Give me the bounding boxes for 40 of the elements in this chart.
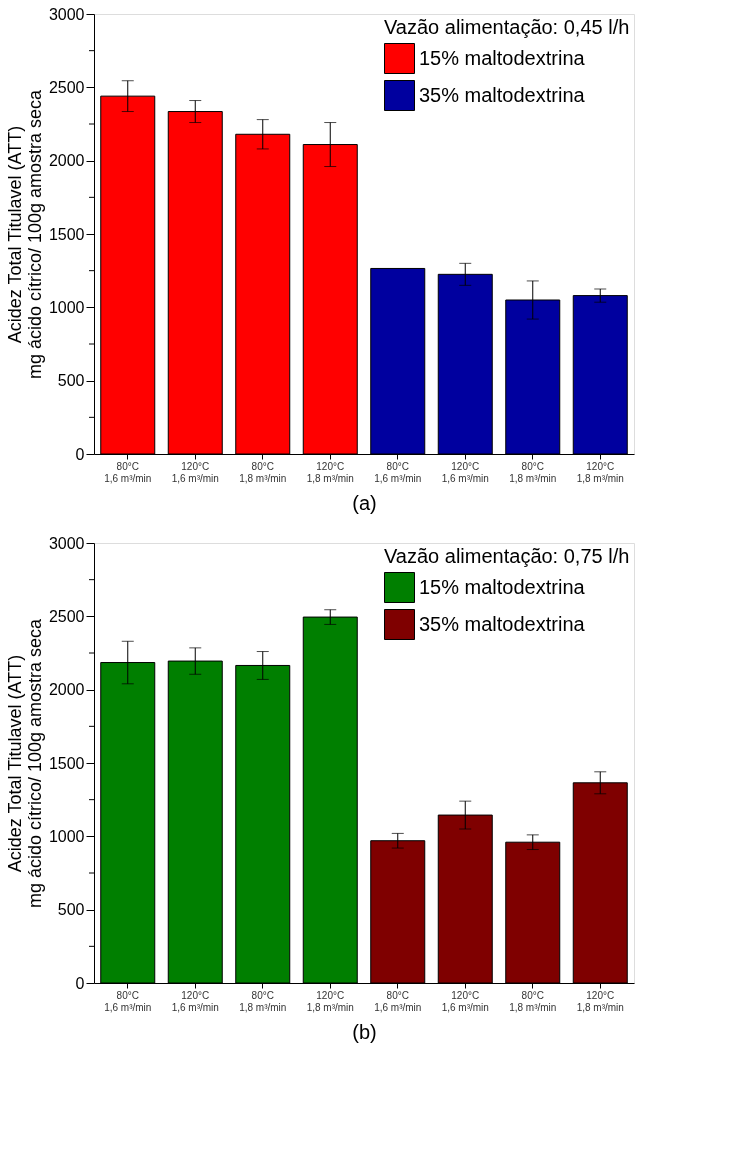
y-tick-label: 1000	[48, 827, 85, 845]
x-axis-title: (a)	[352, 491, 377, 514]
y-tick-label: 3000	[48, 534, 85, 552]
y-axis-title: Acidez Total Titulavel (ATT) mg ácido cítrico/ 100g amostra seca	[4, 88, 45, 380]
x-tick-label: 80°C 1,6 m³/min	[104, 989, 152, 1013]
y-tick-label: 1500	[48, 225, 85, 243]
x-tick-label: 80°C 1,8 m³/min	[509, 989, 557, 1013]
y-tick-label: 0	[75, 445, 85, 463]
y-tick-label: 0	[75, 974, 85, 992]
x-tick-label: 120°C 1,6 m³/min	[441, 989, 489, 1013]
y-tick-label: 500	[57, 372, 85, 390]
x-tick-label: 80°C 1,8 m³/min	[239, 460, 287, 484]
x-axis-title: (b)	[352, 1020, 377, 1043]
x-tick-label: 120°C 1,6 m³/min	[171, 460, 219, 484]
x-tick-label: 80°C 1,8 m³/min	[509, 460, 557, 484]
x-tick-label: 120°C 1,8 m³/min	[306, 460, 354, 484]
legend-label: 35% maltodextrina	[419, 612, 586, 635]
y-tick-label: 500	[57, 901, 85, 919]
legend-label: 15% maltodextrina	[419, 46, 586, 69]
y-axis-title: Acidez Total Titulavel (ATT) mg ácido cítrico/ 100g amostra seca	[4, 617, 45, 909]
x-tick-label: 120°C 1,6 m³/min	[171, 989, 219, 1013]
y-tick-label: 2000	[48, 681, 85, 699]
x-tick-label: 80°C 1,6 m³/min	[374, 989, 422, 1013]
y-tick-label: 1000	[48, 298, 85, 316]
legend-label: 35% maltodextrina	[419, 83, 586, 106]
legend-title: Vazão alimentação: 0,75 l/h	[384, 545, 630, 567]
y-tick-label: 2000	[48, 152, 85, 170]
legend-title: Vazão alimentação: 0,45 l/h	[384, 16, 630, 38]
x-tick-label: 120°C 1,8 m³/min	[576, 989, 624, 1013]
x-tick-label: 80°C 1,6 m³/min	[374, 460, 422, 484]
y-tick-label: 2500	[48, 78, 85, 96]
y-tick-label: 2500	[48, 607, 85, 625]
x-tick-label: 120°C 1,8 m³/min	[576, 460, 624, 484]
x-tick-label: 80°C 1,8 m³/min	[239, 989, 287, 1013]
x-tick-label: 120°C 1,6 m³/min	[441, 460, 489, 484]
y-tick-label: 1500	[48, 754, 85, 772]
y-tick-label: 3000	[48, 5, 85, 23]
legend-label: 15% maltodextrina	[419, 575, 586, 598]
x-tick-label: 80°C 1,6 m³/min	[104, 460, 152, 484]
x-tick-label: 120°C 1,8 m³/min	[306, 989, 354, 1013]
